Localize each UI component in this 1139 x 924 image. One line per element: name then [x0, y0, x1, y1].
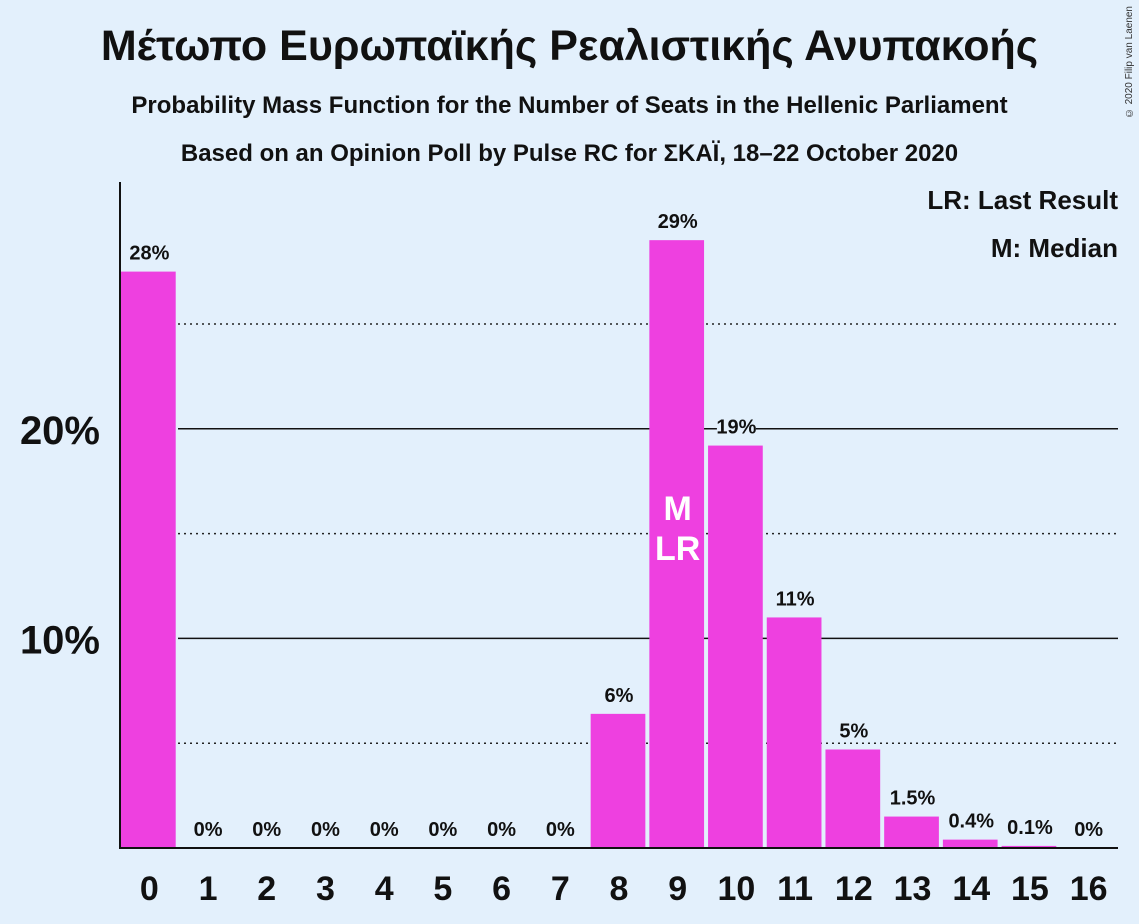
x-tick-label-14: 14 — [952, 870, 990, 908]
bar-label-bg-5 — [428, 819, 457, 841]
bar-label-bg-7 — [546, 819, 575, 841]
bar-value-label-15: 0.1% — [1007, 817, 1053, 839]
bar-value-label-5: 0% — [428, 819, 457, 841]
bar-annotation-lr: LR — [655, 530, 700, 568]
x-tick-label-3: 3 — [316, 870, 335, 908]
bar-14 — [942, 839, 998, 848]
bar-label-bg-16 — [1074, 819, 1103, 841]
bar-label-bg-0 — [129, 242, 169, 265]
legend-last-result: LR: Last Result — [927, 185, 1118, 215]
x-tick-label-8: 8 — [610, 870, 629, 908]
bar-0 — [121, 271, 176, 849]
bar-value-label-7: 0% — [546, 819, 575, 841]
bar-value-label-11: 11% — [776, 588, 815, 610]
bar-label-bg-9 — [658, 211, 698, 234]
bar-value-label-8: 6% — [605, 685, 634, 707]
x-tick-label-12: 12 — [835, 870, 873, 908]
x-tick-label-13: 13 — [894, 870, 932, 908]
x-tick-label-16: 16 — [1070, 870, 1108, 908]
y-tick-label-20: 20% — [20, 409, 100, 453]
bar-label-bg-12 — [839, 720, 868, 743]
x-tick-label-6: 6 — [492, 870, 511, 908]
bar-12 — [825, 749, 881, 848]
x-tick-label-11: 11 — [777, 870, 813, 908]
bar-value-label-2: 0% — [252, 819, 281, 841]
bar-value-label-1: 0% — [194, 819, 223, 841]
bar-value-label-16: 0% — [1074, 819, 1103, 841]
bar-9 — [649, 240, 705, 848]
bar-label-bg-2 — [252, 819, 281, 841]
x-tick-label-0: 0 — [140, 870, 159, 908]
bar-label-bg-4 — [370, 819, 399, 841]
x-tick-label-7: 7 — [551, 870, 570, 908]
x-tick-label-5: 5 — [433, 870, 452, 908]
bar-annotation-m: M — [664, 490, 692, 528]
bar-label-bg-1 — [194, 819, 223, 841]
bar-value-label-6: 0% — [487, 819, 516, 841]
x-tick-label-1: 1 — [199, 870, 218, 908]
bar-label-bg-10 — [716, 416, 756, 439]
bar-13 — [884, 816, 939, 848]
bar-11 — [766, 617, 822, 848]
bar-value-label-14: 0.4% — [948, 811, 994, 833]
bar-value-label-13: 1.5% — [890, 788, 936, 810]
bar-label-bg-11 — [775, 588, 815, 611]
bar-value-label-4: 0% — [370, 819, 399, 841]
chart-title: Μέτωπο Ευρωπαϊκής Ρεαλιστικής Ανυπακοής — [100, 22, 1039, 70]
x-tick-label-15: 15 — [1011, 870, 1049, 908]
bar-value-label-0: 28% — [129, 243, 169, 265]
x-tick-label-4: 4 — [375, 870, 394, 908]
bar-label-bg-14 — [946, 810, 997, 833]
chart-source-subtitle: Based on an Opinion Poll by Pulse RC for… — [180, 140, 959, 167]
legend-median: M: Median — [990, 233, 1118, 263]
y-tick-label-10: 10% — [20, 618, 100, 662]
bar-8 — [590, 713, 646, 848]
x-tick-label-10: 10 — [717, 870, 755, 908]
bar-label-bg-3 — [311, 819, 340, 841]
x-tick-label-9: 9 — [668, 870, 687, 908]
bar-label-bg-15 — [1004, 816, 1055, 839]
bar-value-label-9: 29% — [658, 211, 698, 233]
bar-value-label-12: 5% — [839, 720, 868, 742]
bar-10 — [708, 445, 763, 848]
bar-15 — [1001, 845, 1057, 848]
bar-label-bg-13 — [887, 787, 938, 810]
chart-subtitle: Probability Mass Function for the Number… — [131, 92, 1008, 119]
bar-value-label-10: 19% — [716, 417, 756, 439]
bar-label-bg-8 — [605, 684, 633, 707]
bar-value-label-3: 0% — [311, 819, 340, 841]
x-tick-label-2: 2 — [257, 870, 276, 908]
bar-label-bg-6 — [487, 819, 516, 841]
